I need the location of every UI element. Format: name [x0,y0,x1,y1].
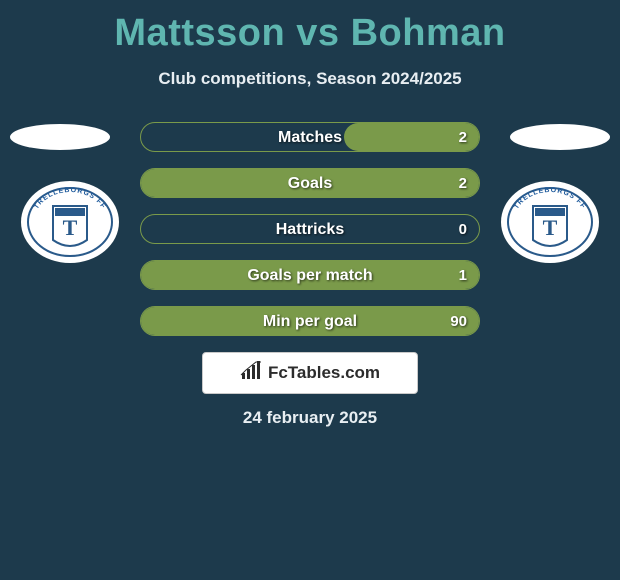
stat-bar-value: 0 [459,215,467,245]
stat-bar-label: Goals [141,169,479,199]
svg-text:T: T [543,215,558,240]
player-right-shadow [510,124,610,150]
club-badge-right: TRELLEBORGS FF T [500,180,600,264]
stat-bar-value: 1 [459,261,467,291]
fctables-text: FcTables.com [268,363,380,383]
bar-chart-icon [240,361,262,386]
svg-text:T: T [63,215,78,240]
page-title: Mattsson vs Bohman [0,0,620,55]
stat-bar: Min per goal90 [140,306,480,336]
stat-bar-value: 2 [459,169,467,199]
fctables-watermark: FcTables.com [202,352,418,394]
stat-bars: Matches2Goals2Hattricks0Goals per match1… [140,122,480,352]
stat-bar-value: 90 [450,307,467,337]
subtitle: Club competitions, Season 2024/2025 [0,69,620,89]
stat-bar: Goals2 [140,168,480,198]
stat-bar-label: Min per goal [141,307,479,337]
stat-bar: Matches2 [140,122,480,152]
stat-bar: Goals per match1 [140,260,480,290]
player-left-shadow [10,124,110,150]
club-badge-left: TRELLEBORGS FF T [20,180,120,264]
stat-bar-label: Matches [141,123,479,153]
stat-bar-label: Hattricks [141,215,479,245]
stat-bar-value: 2 [459,123,467,153]
date-text: 24 february 2025 [0,408,620,428]
stat-bar-label: Goals per match [141,261,479,291]
stat-bar: Hattricks0 [140,214,480,244]
